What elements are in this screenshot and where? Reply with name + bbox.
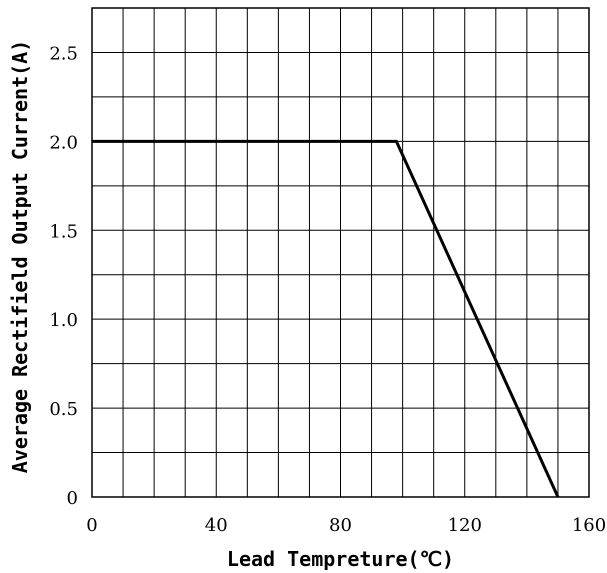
x-tick-label: 80 [329,515,352,536]
x-tick-label: 0 [86,515,97,536]
plot-frame [91,7,590,498]
y-tick-label: 0 [67,488,78,509]
grid [92,8,589,497]
x-tick-label: 120 [448,515,482,536]
x-axis-ticks: 0 40 80 120 160 [86,515,606,536]
x-tick-label: 160 [572,515,606,536]
y-tick-label: 0.5 [49,399,78,420]
series-line-0 [92,139,560,498]
x-axis-title: Lead Tempreture(℃) [227,547,454,571]
y-axis-ticks: 0 0.5 1.0 1.5 2.0 2.5 [49,43,78,509]
y-tick-label: 2.5 [49,43,78,64]
y-tick-label: 1.5 [49,221,78,242]
y-axis-title: Average Rectifield Output Current(A) [8,40,32,473]
y-tick-label: 1.0 [49,310,78,331]
series-layer [92,139,560,498]
y-tick-label: 2.0 [49,132,78,153]
x-tick-label: 40 [205,515,228,536]
